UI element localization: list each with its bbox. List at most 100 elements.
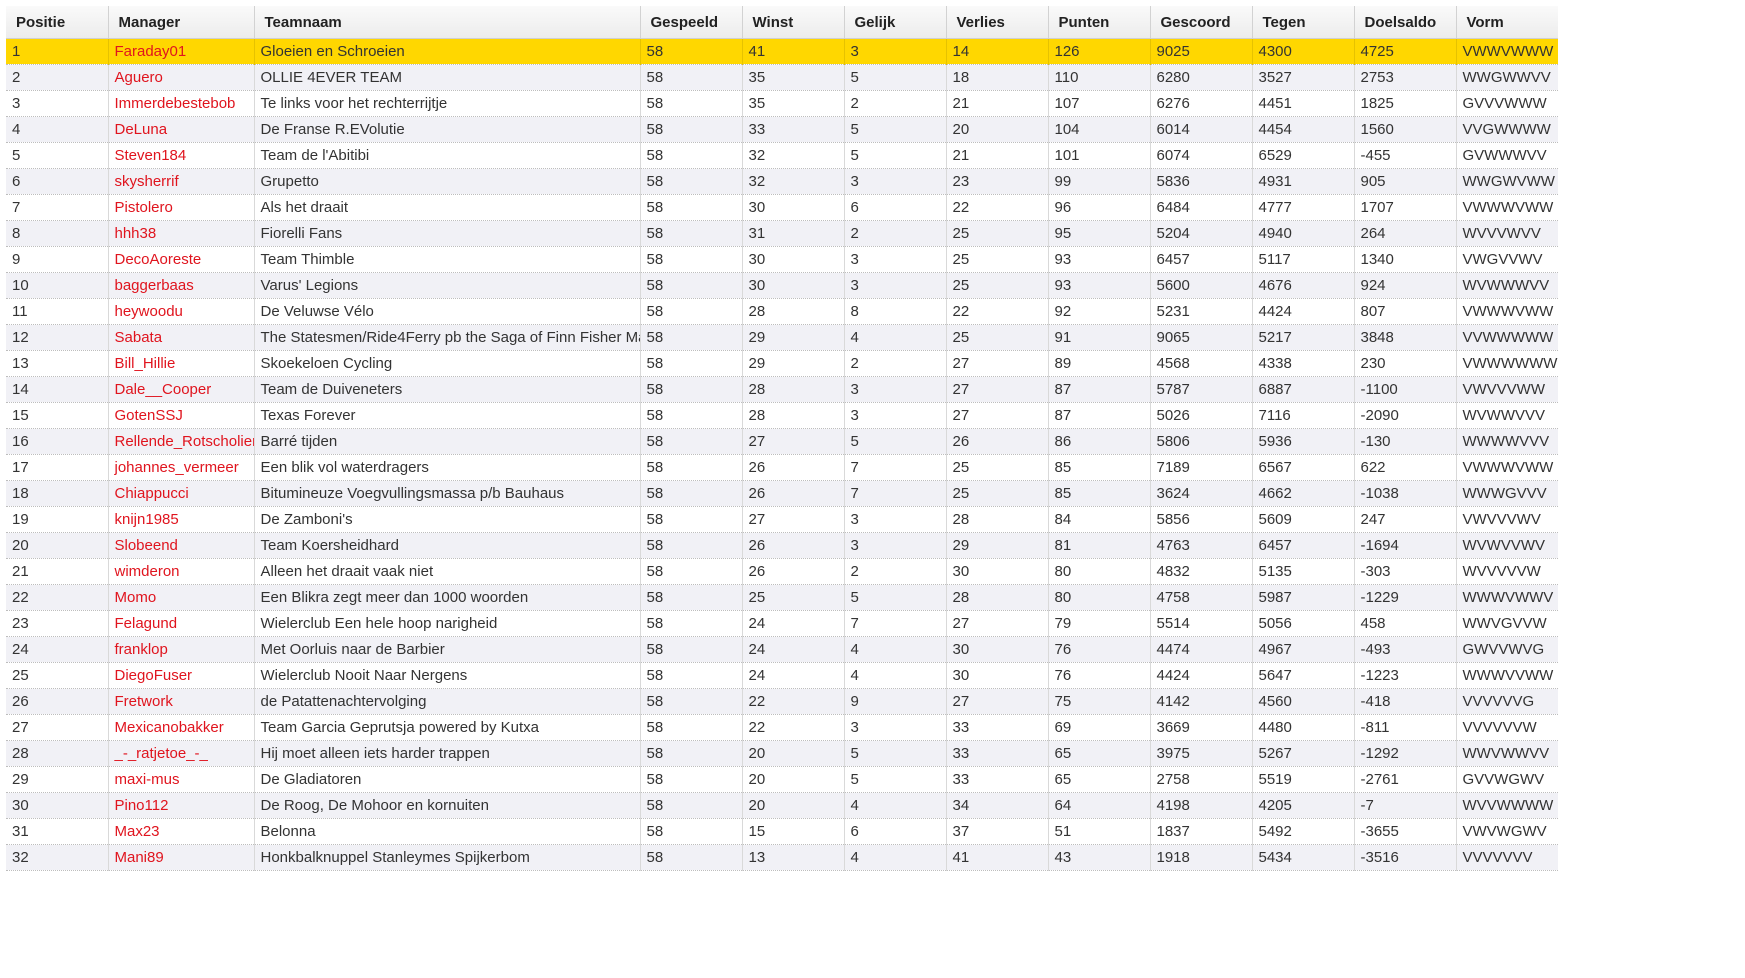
cell-position: 11 [6,298,109,325]
manager-link[interactable]: maxi-mus [114,771,180,788]
manager-link[interactable]: Felagund [114,615,178,632]
cell-draws: 3 [844,532,947,559]
manager-link[interactable]: Dale__Cooper [114,381,212,398]
cell-form: VVVVVVV [1456,844,1558,871]
column-header-losses[interactable]: Verlies [946,6,1049,39]
cell-draws: 5 [844,116,947,143]
cell-against: 4451 [1252,90,1355,117]
column-header-draws[interactable]: Gelijk [844,6,947,39]
manager-link[interactable]: skysherrif [114,173,179,190]
cell-losses: 27 [946,610,1049,637]
cell-draws: 4 [844,792,947,819]
manager-link[interactable]: Faraday01 [114,43,187,60]
cell-losses: 25 [946,324,1049,351]
manager-link[interactable]: Aguero [114,69,163,86]
cell-scored: 4142 [1150,688,1253,715]
cell-goal-difference: -130 [1354,428,1457,455]
table-row: 20 Slobeend Team Koersheidhard 58 26 3 29 81 476… [6,532,1558,559]
column-header-manager[interactable]: Manager [108,6,255,39]
cell-points: 95 [1048,220,1151,247]
cell-scored: 1918 [1150,844,1253,871]
column-header-form[interactable]: Vorm [1456,6,1558,39]
column-header-team-name[interactable]: Teamnaam [254,6,641,39]
manager-link[interactable]: franklop [114,641,168,658]
manager-link[interactable]: Rellende_Rotscholier [114,433,254,450]
cell-losses: 20 [946,116,1049,143]
manager-link[interactable]: Chiappucci [114,485,189,502]
column-header-wins[interactable]: Winst [742,6,845,39]
manager-link[interactable]: Momo [114,589,157,606]
manager-link[interactable]: johannes_vermeer [114,459,239,476]
cell-against: 5519 [1252,766,1355,793]
manager-link[interactable]: knijn1985 [114,511,179,528]
cell-wins: 28 [742,402,845,429]
cell-draws: 5 [844,584,947,611]
cell-draws: 5 [844,142,947,169]
manager-link[interactable]: Mani89 [114,849,164,866]
manager-link[interactable]: Slobeend [114,537,178,554]
cell-scored: 3669 [1150,714,1253,741]
manager-link[interactable]: wimderon [114,563,180,580]
cell-scored: 2758 [1150,766,1253,793]
cell-losses: 29 [946,532,1049,559]
cell-scored: 4198 [1150,792,1253,819]
cell-played: 58 [640,402,743,429]
cell-against: 6887 [1252,376,1355,403]
cell-against: 3527 [1252,64,1355,91]
manager-link[interactable]: Max23 [114,823,160,840]
column-header-played[interactable]: Gespeeld [640,6,743,39]
table-row: 23 Felagund Wielerclub Een hele hoop narig… [6,610,1558,637]
table-row: 3 Immerdebestebob Te links voor het rechte… [6,90,1558,117]
cell-goal-difference: 905 [1354,168,1457,195]
cell-against: 5987 [1252,584,1355,611]
cell-position: 19 [6,506,109,533]
manager-link[interactable]: Bill_Hillie [114,355,176,372]
cell-goal-difference: 247 [1354,506,1457,533]
manager-link[interactable]: Immerdebestebob [114,95,236,112]
cell-team-name: Bitumineuze Voegvullingsmassa p/b Bauhau… [254,480,641,507]
cell-points: 64 [1048,792,1151,819]
manager-link[interactable]: Fretwork [114,693,173,710]
cell-scored: 6457 [1150,246,1253,273]
cell-losses: 41 [946,844,1049,871]
cell-position: 32 [6,844,109,871]
manager-link[interactable]: Mexicanobakker [114,719,224,736]
cell-form: VWVVVWV [1456,506,1558,533]
manager-link[interactable]: DecoAoreste [114,251,202,268]
manager-link[interactable]: heywoodu [114,303,183,320]
cell-losses: 33 [946,714,1049,741]
cell-draws: 3 [844,168,947,195]
manager-link[interactable]: baggerbaas [114,277,194,294]
manager-link[interactable]: GotenSSJ [114,407,183,424]
manager-link[interactable]: Steven184 [114,147,187,164]
column-header-points[interactable]: Punten [1048,6,1151,39]
cell-position: 10 [6,272,109,299]
column-header-against[interactable]: Tegen [1252,6,1355,39]
cell-wins: 32 [742,142,845,169]
cell-draws: 5 [844,740,947,767]
column-header-scored[interactable]: Gescoord [1150,6,1253,39]
cell-scored: 4474 [1150,636,1253,663]
table-row: 27 Mexicanobakker Team Garcia Geprutsja po… [6,714,1558,741]
cell-points: 86 [1048,428,1151,455]
manager-link[interactable]: DiegoFuser [114,667,193,684]
cell-form: GVVWGWV [1456,766,1558,793]
column-header-position[interactable]: Positie [6,6,109,39]
table-row: 30 Pino112 De Roog, De Mohoor en kornuiten… [6,792,1558,819]
manager-link[interactable]: Pistolero [114,199,173,216]
manager-link[interactable]: DeLuna [114,121,168,138]
manager-link[interactable]: Pino112 [114,797,169,814]
manager-link[interactable]: _-_ratjetoe_-_ [114,745,208,762]
column-header-goal-difference[interactable]: Doelsaldo [1354,6,1457,39]
cell-against: 4967 [1252,636,1355,663]
cell-form: WVVWWWW [1456,792,1558,819]
cell-losses: 14 [946,38,1049,65]
manager-link[interactable]: Sabata [114,329,163,346]
table-row: 28 _-_ratjetoe_-_ Hij moet alleen iets har… [6,740,1558,767]
manager-link[interactable]: hhh38 [114,225,157,242]
cell-manager: hhh38 [108,220,255,247]
cell-points: 93 [1048,272,1151,299]
cell-played: 58 [640,246,743,273]
cell-scored: 4424 [1150,662,1253,689]
cell-played: 58 [640,636,743,663]
